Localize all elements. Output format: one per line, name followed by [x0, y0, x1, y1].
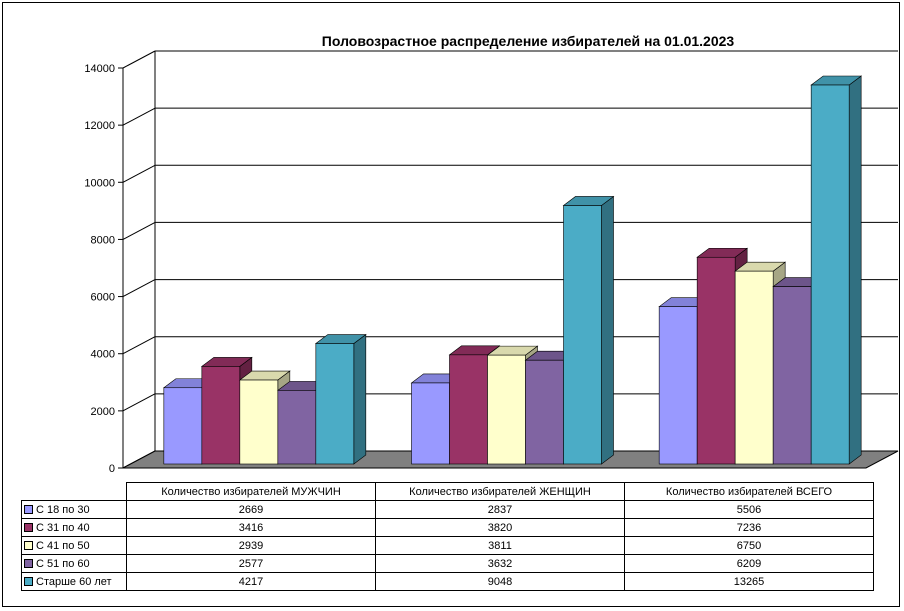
bar-side: [848, 75, 862, 465]
legend-swatch: [24, 523, 33, 533]
bar-front: [487, 354, 526, 465]
legend-label: Старше 60 лет: [36, 575, 112, 588]
legend-label: С 51 по 60: [36, 557, 90, 570]
gridline-wall: [122, 107, 156, 126]
bar: [810, 75, 863, 465]
bar-side: [601, 195, 614, 465]
data-label: 2939: [126, 536, 376, 555]
legend-swatch: [24, 541, 33, 551]
bar-front: [411, 382, 450, 465]
category-label: Количество избирателей ЖЕНЩИН: [375, 482, 625, 501]
category-label: Количество избирателей ВСЕГО: [624, 482, 874, 501]
bar-front: [810, 84, 850, 465]
bar-front: [315, 343, 355, 465]
y-tick-label: 4000: [91, 349, 115, 361]
bar-front: [201, 366, 241, 465]
data-label: 2837: [375, 500, 625, 519]
legend-label: С 31 по 40: [36, 521, 90, 534]
gridline-wall: [122, 279, 156, 298]
data-label: 6209: [624, 554, 874, 573]
data-label: 9048: [375, 572, 625, 591]
gridline-wall: [122, 221, 156, 240]
bar-front: [277, 390, 317, 465]
y-tick-label: 2000: [91, 406, 115, 418]
bar-front: [696, 256, 736, 465]
data-table-row: С 18 по 30 2669 2837 5506: [21, 500, 874, 519]
data-label: 3811: [375, 536, 625, 555]
data-table-corner: [21, 482, 127, 501]
legend-label: С 41 по 50: [36, 539, 90, 552]
y-tick-label: 12000: [84, 120, 115, 132]
data-label: 3416: [126, 518, 376, 537]
y-tick-label: 10000: [84, 177, 115, 189]
legend-entry: С 31 по 40: [21, 518, 127, 537]
data-table-header: Количество избирателей МУЖЧИН Количество…: [21, 482, 874, 501]
bar-front: [449, 354, 488, 465]
bar-front: [772, 286, 812, 465]
bar-front: [563, 205, 602, 465]
bar-front: [239, 379, 279, 465]
data-label: 2577: [126, 554, 376, 573]
legend-entry: Старше 60 лет: [21, 572, 127, 591]
bar-front: [525, 359, 564, 465]
data-label: 2669: [126, 500, 376, 519]
y-tick-label: 0: [109, 463, 115, 475]
data-table: Количество избирателей МУЖЧИН Количество…: [21, 482, 874, 591]
bar: [562, 195, 615, 465]
bar-front: [163, 387, 203, 465]
category-label: Количество избирателей МУЖЧИН: [126, 482, 376, 501]
data-table-row: С 31 по 40 3416 3820 7236: [21, 518, 874, 537]
legend-swatch: [24, 577, 33, 587]
y-tick-label: 8000: [91, 234, 115, 246]
data-label: 13265: [624, 572, 874, 591]
y-tick-label: 6000: [91, 292, 115, 304]
data-table-row: С 51 по 60 2577 3632 6209: [21, 554, 874, 573]
legend-swatch: [24, 505, 33, 515]
gridline-wall: [122, 336, 156, 355]
legend-entry: С 18 по 30: [21, 500, 127, 519]
data-label: 4217: [126, 572, 376, 591]
gridline-wall: [122, 50, 156, 69]
data-label: 5506: [624, 500, 874, 519]
legend-swatch: [24, 559, 33, 569]
data-table-row: С 41 по 50 2939 3811 6750: [21, 536, 874, 555]
data-label: 6750: [624, 536, 874, 555]
data-label: 3632: [375, 554, 625, 573]
legend-entry: С 51 по 60: [21, 554, 127, 573]
legend-label: С 18 по 30: [36, 503, 90, 516]
data-label: 7236: [624, 518, 874, 537]
bar-chart: Половозрастное распределение избирателей…: [84, 33, 899, 475]
legend-entry: С 41 по 50: [21, 536, 127, 555]
bar: [314, 333, 367, 465]
gridline-wall: [122, 164, 156, 183]
chart-title: Половозрастное распределение избирателей…: [322, 33, 735, 49]
gridline-wall: [122, 393, 156, 412]
bar-front: [658, 306, 698, 465]
data-label: 3820: [375, 518, 625, 537]
bar-side: [353, 333, 367, 465]
y-tick-label: 14000: [84, 63, 115, 75]
bar-front: [734, 270, 774, 465]
data-table-row: Старше 60 лет 4217 9048 13265: [21, 572, 874, 591]
